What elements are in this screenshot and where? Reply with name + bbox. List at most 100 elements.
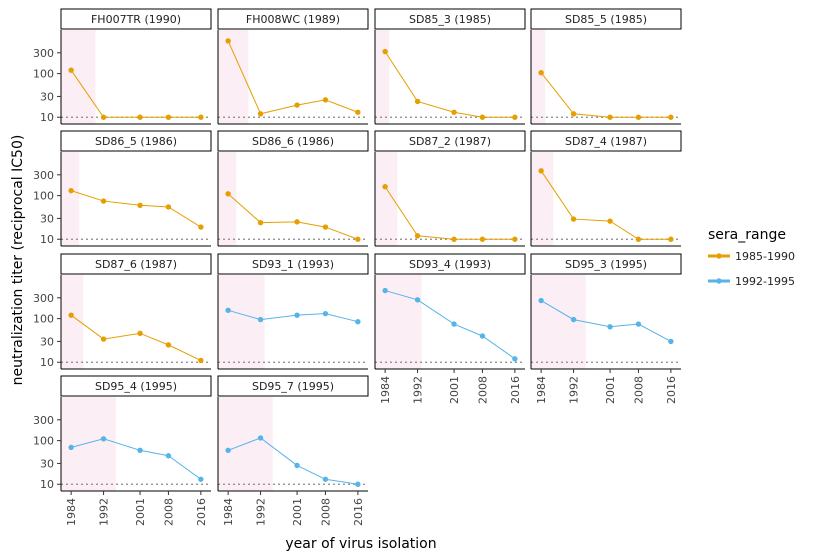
x-tick-label: 2016 xyxy=(352,498,365,526)
data-point xyxy=(294,312,300,318)
data-point xyxy=(355,319,361,325)
data-point xyxy=(382,48,388,55)
data-point xyxy=(479,236,486,242)
data-point xyxy=(668,114,674,120)
data-point xyxy=(570,216,577,222)
data-point xyxy=(137,330,143,337)
x-tick-label: 2001 xyxy=(134,498,147,526)
y-tick-label: 30 xyxy=(40,90,54,103)
y-tick-label: 30 xyxy=(40,335,54,348)
x-tick-label: 2008 xyxy=(476,376,489,404)
facet-title: FH008WC (1989) xyxy=(246,13,340,26)
data-point xyxy=(607,114,613,120)
data-point xyxy=(68,67,74,73)
facet-strip xyxy=(374,130,526,152)
legend-title: sera_range xyxy=(708,227,786,243)
data-point xyxy=(100,436,107,442)
facet-strip xyxy=(217,375,369,397)
isolation-shade xyxy=(531,275,586,369)
data-point xyxy=(479,333,486,339)
data-point xyxy=(512,356,518,362)
facet-title: SD87_4 (1987) xyxy=(565,135,647,148)
data-point xyxy=(257,219,264,226)
data-point xyxy=(479,114,486,120)
data-point xyxy=(512,114,518,120)
series-line xyxy=(70,190,202,228)
facet-panel: SD86_6 (1986) xyxy=(217,130,369,247)
data-point xyxy=(198,224,204,230)
data-point xyxy=(137,202,143,208)
series-line xyxy=(384,186,515,240)
y-tick-label: 300 xyxy=(33,414,54,427)
data-point xyxy=(635,321,642,327)
x-tick-label: 1992 xyxy=(412,376,425,404)
data-point xyxy=(414,297,421,303)
facet-panel: SD95_4 (1995) 10 30 100 300 1984 1992 2001 2008 2… xyxy=(33,375,212,526)
facet-strip xyxy=(530,8,682,30)
y-tick-label: 10 xyxy=(40,478,54,491)
data-point xyxy=(355,481,361,487)
facet-strip xyxy=(60,375,212,397)
data-point xyxy=(100,198,107,204)
facet-title: SD86_5 (1986) xyxy=(95,135,177,148)
x-tick-label: 1992 xyxy=(568,376,581,404)
x-tick-label: 2001 xyxy=(604,376,617,404)
isolation-shade xyxy=(61,397,116,491)
data-point xyxy=(68,187,74,194)
x-tick-label: 2016 xyxy=(509,376,522,404)
y-tick-label: 300 xyxy=(33,47,54,60)
data-point xyxy=(355,236,361,242)
legend-key-point xyxy=(716,253,722,259)
series-line xyxy=(70,314,202,361)
data-point xyxy=(137,447,143,453)
data-point xyxy=(382,287,388,294)
facet-strip xyxy=(217,130,369,152)
data-point xyxy=(322,476,329,482)
x-tick-label: 2008 xyxy=(632,376,645,404)
data-point xyxy=(322,310,329,317)
isolation-shade xyxy=(531,30,546,124)
data-point xyxy=(451,321,457,327)
data-point xyxy=(225,307,231,314)
y-tick-label: 10 xyxy=(40,233,54,246)
x-tick-label: 2001 xyxy=(448,376,461,404)
isolation-shade xyxy=(61,275,84,369)
isolation-shade xyxy=(218,275,265,369)
data-point xyxy=(257,111,264,117)
facet-title: SD85_5 (1985) xyxy=(565,13,647,26)
data-point xyxy=(225,38,231,44)
facet-title: SD93_1 (1993) xyxy=(252,258,334,271)
y-tick-label: 10 xyxy=(40,111,54,124)
facet-panel: SD85_5 (1985) xyxy=(530,8,682,125)
isolation-shade xyxy=(61,30,96,124)
x-tick-label: 2016 xyxy=(195,498,208,526)
data-point xyxy=(294,462,300,469)
facet-panel: SD86_5 (1986) 10 30 100 300 xyxy=(33,130,212,247)
x-axis-title: year of virus isolation xyxy=(285,536,436,552)
data-point xyxy=(538,168,544,174)
data-point xyxy=(451,236,457,242)
y-tick-label: 300 xyxy=(33,292,54,305)
facet-title: SD85_3 (1985) xyxy=(409,13,491,26)
data-point xyxy=(257,435,264,441)
data-point xyxy=(225,447,231,453)
data-point xyxy=(414,233,421,239)
data-point xyxy=(100,114,107,120)
data-point xyxy=(635,114,642,120)
isolation-shade xyxy=(375,275,422,369)
facet-strip xyxy=(60,253,212,275)
x-tick-label: 1984 xyxy=(379,376,392,404)
data-point xyxy=(165,204,172,210)
y-tick-label: 100 xyxy=(33,190,54,203)
y-tick-label: 100 xyxy=(33,313,54,326)
data-point xyxy=(294,219,300,225)
facet-title: SD95_7 (1995) xyxy=(252,380,334,393)
facet-strip xyxy=(374,253,526,275)
data-point xyxy=(225,191,231,197)
facet-panel: SD93_1 (1993) xyxy=(217,253,369,370)
data-point xyxy=(294,102,300,108)
y-tick-label: 100 xyxy=(33,68,54,81)
legend-label: 1985-1990 xyxy=(735,250,795,263)
legend-label: 1992-1995 xyxy=(735,275,795,288)
